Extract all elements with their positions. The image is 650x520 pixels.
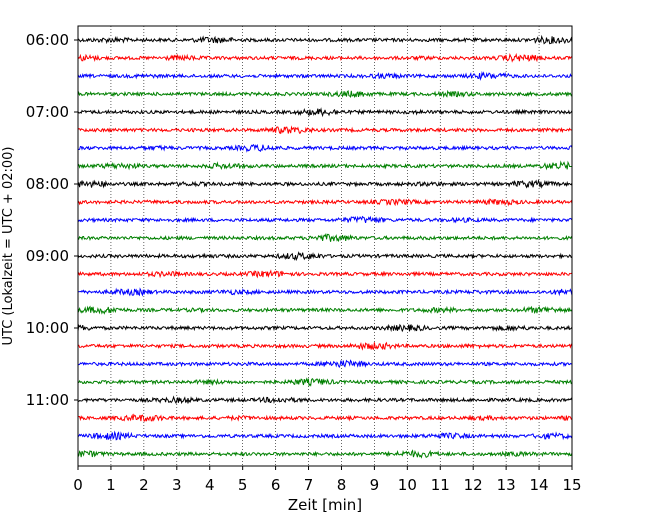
y-tick-label-10:00: 10:00 bbox=[26, 319, 69, 337]
y-axis-ticks: 06:00 07:00 08:00 09:00 10:00 11:00 bbox=[26, 31, 78, 409]
grid-lines bbox=[110, 26, 540, 466]
y-tick-label-08:00: 08:00 bbox=[26, 175, 69, 193]
trace-1045 bbox=[77, 377, 573, 387]
trace-0800 bbox=[77, 178, 573, 189]
x-tick-label-9: 9 bbox=[370, 476, 380, 494]
trace-0715 bbox=[77, 125, 573, 135]
trace-0615 bbox=[77, 52, 573, 63]
x-tick-label-2: 2 bbox=[139, 476, 149, 494]
x-tick-label-6: 6 bbox=[271, 476, 281, 494]
y-tick-label-11:00: 11:00 bbox=[26, 391, 69, 409]
trace-1100 bbox=[77, 395, 573, 405]
x-tick-label-5: 5 bbox=[238, 476, 248, 494]
trace-0845 bbox=[77, 232, 573, 242]
y-tick-label-06:00: 06:00 bbox=[26, 31, 69, 49]
y-tick-label-09:00: 09:00 bbox=[26, 247, 69, 265]
trace-0915 bbox=[77, 269, 573, 279]
x-axis-label: Zeit [min] bbox=[288, 496, 362, 514]
x-tick-label-13: 13 bbox=[497, 476, 516, 494]
x-tick-label-7: 7 bbox=[304, 476, 314, 494]
trace-0700 bbox=[77, 107, 573, 118]
x-tick-label-1: 1 bbox=[106, 476, 116, 494]
trace-0645 bbox=[77, 89, 573, 99]
x-tick-label-4: 4 bbox=[205, 476, 215, 494]
trace-0630 bbox=[77, 70, 573, 81]
trace-0900 bbox=[77, 251, 573, 262]
trace-1015 bbox=[77, 341, 573, 351]
x-tick-label-11: 11 bbox=[431, 476, 450, 494]
x-tick-label-8: 8 bbox=[337, 476, 347, 494]
trace-0945 bbox=[77, 305, 573, 315]
x-tick-label-14: 14 bbox=[530, 476, 549, 494]
trace-0830 bbox=[77, 215, 573, 224]
x-tick-label-12: 12 bbox=[464, 476, 483, 494]
trace-0745 bbox=[77, 160, 573, 171]
y-tick-label-07:00: 07:00 bbox=[26, 103, 69, 121]
trace-1145 bbox=[77, 449, 573, 459]
y-axis-label: UTC (Lokalzeit = UTC + 02:00) bbox=[1, 147, 16, 346]
x-tick-label-15: 15 bbox=[562, 476, 581, 494]
trace-0600 bbox=[77, 34, 573, 45]
trace-1030 bbox=[77, 359, 573, 369]
trace-1115 bbox=[77, 413, 573, 422]
seismic-traces bbox=[77, 34, 573, 459]
trace-1000 bbox=[77, 323, 573, 333]
plot-frame bbox=[77, 25, 573, 467]
x-axis-ticks: 0 1 2 3 4 5 6 7 8 9 10 11 12 13 14 15 bbox=[73, 466, 582, 494]
trace-0930 bbox=[77, 287, 573, 297]
x-tick-label-3: 3 bbox=[172, 476, 182, 494]
x-tick-label-0: 0 bbox=[73, 476, 83, 494]
trace-0730 bbox=[77, 143, 573, 153]
trace-1130 bbox=[77, 430, 573, 441]
x-tick-label-10: 10 bbox=[398, 476, 417, 494]
trace-0815 bbox=[77, 198, 573, 207]
